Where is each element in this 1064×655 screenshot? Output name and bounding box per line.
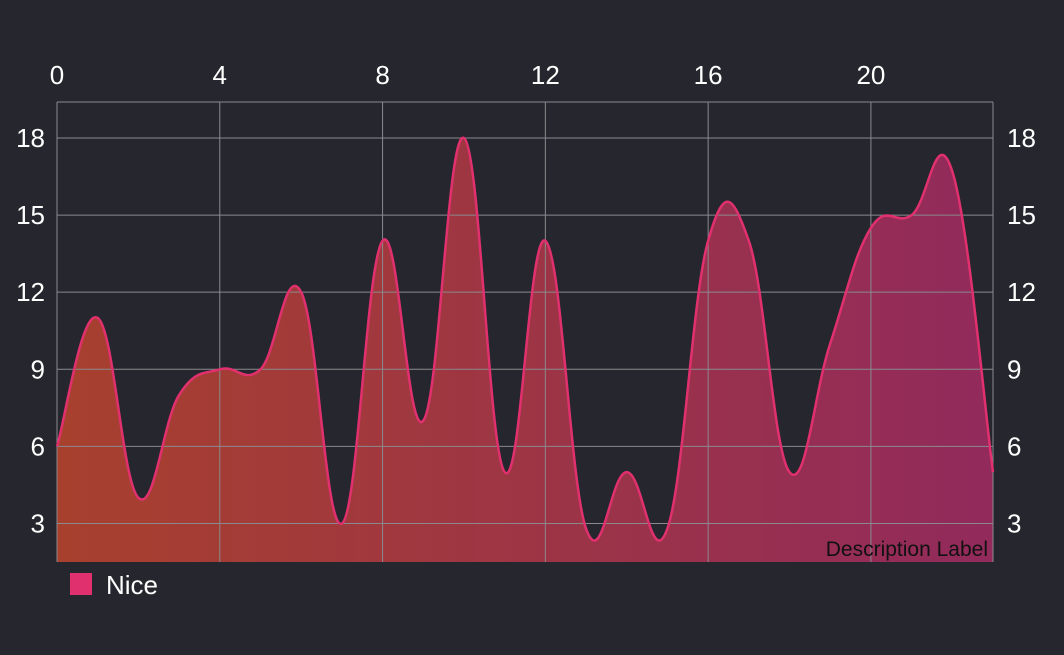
description-label: Description Label (826, 538, 988, 561)
y-tick-label-right: 3 (1007, 508, 1021, 538)
area-layer (57, 137, 993, 562)
y-tick-label-right: 15 (1007, 200, 1036, 230)
x-tick-label: 12 (531, 60, 560, 90)
legend-label-nice: Nice (106, 570, 158, 600)
grid-layer (56, 101, 994, 562)
y-tick-label-right: 18 (1007, 123, 1036, 153)
x-tick-label: 8 (375, 60, 389, 90)
x-tick-label: 20 (856, 60, 885, 90)
y-tick-label-left: 15 (16, 200, 45, 230)
legend-swatch-nice (70, 573, 92, 595)
legend: Nice (70, 570, 158, 600)
y-tick-label-left: 3 (31, 508, 45, 538)
series-area-nice (57, 137, 993, 562)
tick-layer: 0 4 8 12 16 20 3 3 6 6 9 9 12 12 15 15 18 18 Description L… (16, 60, 1036, 561)
y-tick-label-right: 6 (1007, 431, 1021, 461)
y-tick-label-left: 6 (31, 431, 45, 461)
x-tick-label: 16 (694, 60, 723, 90)
y-tick-label-right: 12 (1007, 277, 1036, 307)
x-tick-label: 4 (213, 60, 227, 90)
y-tick-label-left: 18 (16, 123, 45, 153)
line-layer (55, 136, 995, 542)
y-tick-label-left: 9 (31, 354, 45, 384)
y-tick-label-right: 9 (1007, 354, 1021, 384)
x-tick-label: 0 (50, 60, 64, 90)
y-tick-label-left: 12 (16, 277, 45, 307)
series-line-nice (55, 136, 995, 542)
